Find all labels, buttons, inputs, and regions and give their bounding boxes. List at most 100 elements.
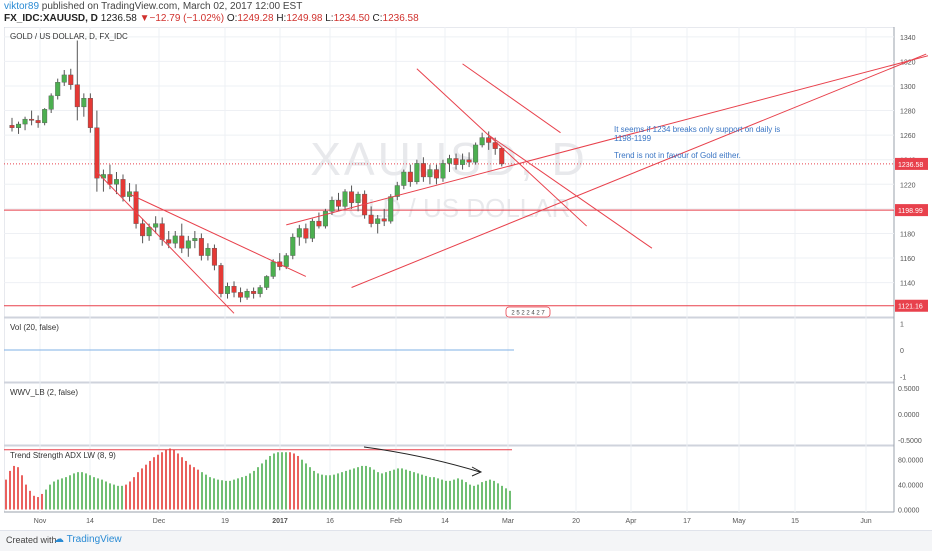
candle-body [264, 276, 270, 288]
trend-line [416, 68, 587, 227]
trend-line [462, 63, 561, 134]
low-label: L: [325, 13, 334, 24]
candle-body [453, 158, 459, 165]
candle-body [22, 118, 28, 125]
candle-body [329, 200, 335, 212]
candle-body [433, 169, 439, 179]
wwv-tick-label: 0.5000 [898, 386, 920, 393]
time-tick-label: Feb [390, 518, 402, 525]
candle-body [270, 261, 276, 277]
tradingview-logo[interactable]: ☁ TradingView [54, 534, 122, 545]
candle-body [492, 142, 498, 149]
candle-body [238, 292, 244, 298]
candle-body [120, 179, 126, 197]
candle-body [74, 84, 80, 108]
candle-body [185, 240, 191, 249]
candle-body [81, 98, 87, 108]
candle-body [192, 238, 198, 242]
vol-tick-label: -1 [900, 375, 906, 382]
candle-body [94, 127, 100, 179]
analysis-note: 1198-1199 [614, 134, 652, 143]
annotation-arrow [363, 446, 481, 473]
time-tick-label: Nov [34, 518, 47, 525]
time-tick-label: 16 [326, 518, 334, 525]
candle-body [420, 163, 426, 178]
candle-body [224, 286, 230, 294]
chart-frame[interactable]: 1140116011801200122012401260128013001320… [4, 27, 928, 526]
open-value: 1249.28 [237, 13, 274, 24]
brand-name: TradingView [66, 534, 122, 545]
candle-body [290, 236, 296, 256]
price-tick-label: 1260 [900, 133, 916, 140]
candle-body [375, 218, 381, 224]
candle-body [414, 163, 420, 183]
created-with-text: Created with [6, 535, 57, 545]
time-tick-label: Jun [860, 518, 871, 525]
candle-body [355, 193, 361, 203]
price-tick-label: 1340 [900, 35, 916, 42]
open-label: O: [226, 13, 238, 24]
high-label: H: [276, 13, 287, 24]
candle-body [107, 174, 113, 185]
time-tick-label: 2017 [272, 518, 288, 525]
candle-body [479, 137, 485, 146]
candle-body [401, 171, 407, 186]
main-pane-title: GOLD / US DOLLAR, D, FX_IDC [10, 32, 128, 41]
pane-frame [4, 382, 895, 446]
candle-body [133, 191, 139, 224]
price-tick-label: 1180 [900, 231, 915, 238]
candle-body [447, 158, 453, 164]
adx-tick-label: 40.0000 [898, 483, 923, 490]
pane-frame [4, 27, 895, 318]
publish-line: viktor89 published on TradingView.com, M… [4, 1, 302, 12]
footer-bar: Created with ☁ TradingView [0, 530, 932, 551]
chart-svg[interactable]: 1140116011801200122012401260128013001320… [4, 27, 928, 526]
candle-body [460, 159, 466, 165]
vol-tick-label: 1 [900, 321, 904, 328]
candle-body [231, 286, 237, 293]
published-text: published on TradingView.com, March 02, … [41, 1, 303, 12]
candle-body [368, 214, 374, 224]
price-tag-label: 1198.99 [898, 208, 923, 215]
price-tag [895, 204, 928, 217]
candle-body [218, 265, 224, 294]
time-tick-label: 14 [86, 518, 94, 525]
adx-tick-label: 0.0000 [898, 508, 920, 515]
candle-body [244, 290, 250, 298]
adx-pane-title: Trend Strength ADX LW (8, 9) [10, 451, 116, 460]
candle-body [349, 191, 355, 203]
time-tick-label: Apr [626, 518, 638, 525]
trend-line [488, 134, 653, 249]
candle-body [381, 218, 387, 222]
price-tick-label: 1300 [900, 84, 916, 91]
candle-body [336, 200, 342, 207]
candle-body [35, 120, 41, 124]
price-tick-label: 1280 [900, 109, 916, 116]
candle-body [9, 125, 15, 128]
price-tick-label: 1160 [900, 256, 915, 263]
candle-body [388, 196, 394, 222]
candle-body [29, 118, 35, 121]
time-tick-label: 17 [683, 518, 691, 525]
candle-body [16, 123, 22, 128]
candle-body [407, 171, 413, 183]
analysis-note: It seems if 1234 breaks only support on … [614, 125, 780, 134]
candle-body [42, 109, 48, 124]
candle-body [61, 74, 67, 83]
candle-body [172, 235, 178, 244]
close-label: C: [372, 13, 383, 24]
candle-body [68, 74, 74, 85]
candle-body [48, 95, 54, 110]
close-value: 1236.58 [382, 13, 419, 24]
author-link[interactable]: viktor89 [4, 1, 40, 12]
candle-body [179, 235, 185, 249]
candle-body [146, 227, 152, 237]
wwv-pane-title: WWV_LB (2, false) [10, 388, 78, 397]
last-price: 1236.58 [100, 13, 137, 24]
candle-body [153, 223, 159, 228]
candle-body [303, 228, 309, 239]
candle-body [486, 137, 492, 143]
candle-body [466, 159, 472, 163]
time-tick-label: Dec [153, 518, 166, 525]
cloud-icon: ☁ [54, 534, 64, 545]
